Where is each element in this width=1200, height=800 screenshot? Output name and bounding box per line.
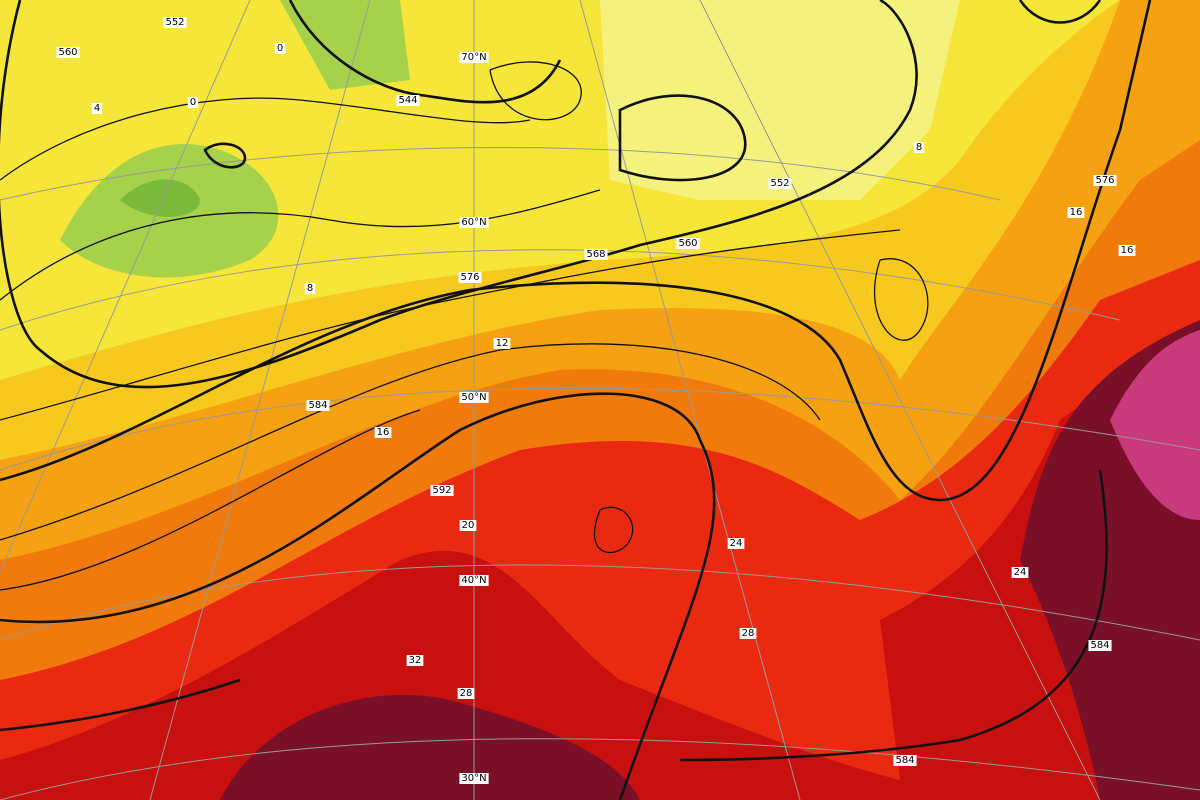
label-box [584,249,608,260]
label-box [374,427,392,438]
label-box [459,520,477,531]
label-box [163,17,187,28]
label-box [893,755,917,766]
label-box [493,338,511,349]
label-box [1067,207,1085,218]
label-box [459,392,489,403]
contour-label: 28 [742,628,755,639]
label-box [457,688,475,699]
label-box [91,103,103,114]
contour-label: 560 [678,238,697,249]
label-box [187,97,199,108]
height-contours [0,0,1152,800]
label-box [430,485,454,496]
label-box [459,575,489,586]
contour-label: 8 [307,283,313,294]
contour-label: 8 [916,142,922,153]
contour-label: 576 [1095,175,1114,186]
contour-label: 24 [730,538,743,549]
contour-label: 544 [398,95,417,106]
label-box [458,272,482,283]
contour-label: 16 [377,427,390,438]
label-box [56,47,80,58]
contour-label: 576 [460,272,479,283]
label-box [727,538,745,549]
label-box [1118,245,1136,256]
label-box [459,773,489,784]
latitude-label: 50°N [461,392,486,403]
latitude-label: 40°N [461,575,486,586]
contour-label: 552 [770,178,789,189]
contour-label: 16 [1121,245,1134,256]
contour-label: 584 [308,400,327,411]
contour-label: 584 [895,755,914,766]
contour-label: 32 [409,655,422,666]
latitude-label: 70°N [461,52,486,63]
contour-label: 0 [190,97,196,108]
label-box [459,52,489,63]
label-box [1093,175,1117,186]
contour-label: 4 [94,103,100,114]
contour-label: 584 [1090,640,1109,651]
label-box [1011,567,1029,578]
label-box [768,178,792,189]
label-box [306,400,330,411]
label-box [739,628,757,639]
latitude-label: 60°N [461,217,486,228]
latitude-label: 30°N [461,773,486,784]
label-box [304,283,316,294]
contour-label: 568 [586,249,605,260]
contour-label: 12 [496,338,509,349]
label-box [274,43,286,54]
label-box [406,655,424,666]
contour-label: 0 [277,43,283,54]
contour-label: 16 [1070,207,1083,218]
label-box [459,217,489,228]
label-box [913,142,925,153]
contour-label: 552 [165,17,184,28]
contour-label: 24 [1014,567,1027,578]
label-box [396,95,420,106]
contour-label: 592 [432,485,451,496]
labels: 552 560 544 552 560 568 576 576 584 592 584 584 8 12 1… [56,17,1136,784]
contour-label: 28 [460,688,473,699]
label-box [1088,640,1112,651]
label-box [676,238,700,249]
contour-label: 560 [58,47,77,58]
contour-label: 20 [462,520,475,531]
